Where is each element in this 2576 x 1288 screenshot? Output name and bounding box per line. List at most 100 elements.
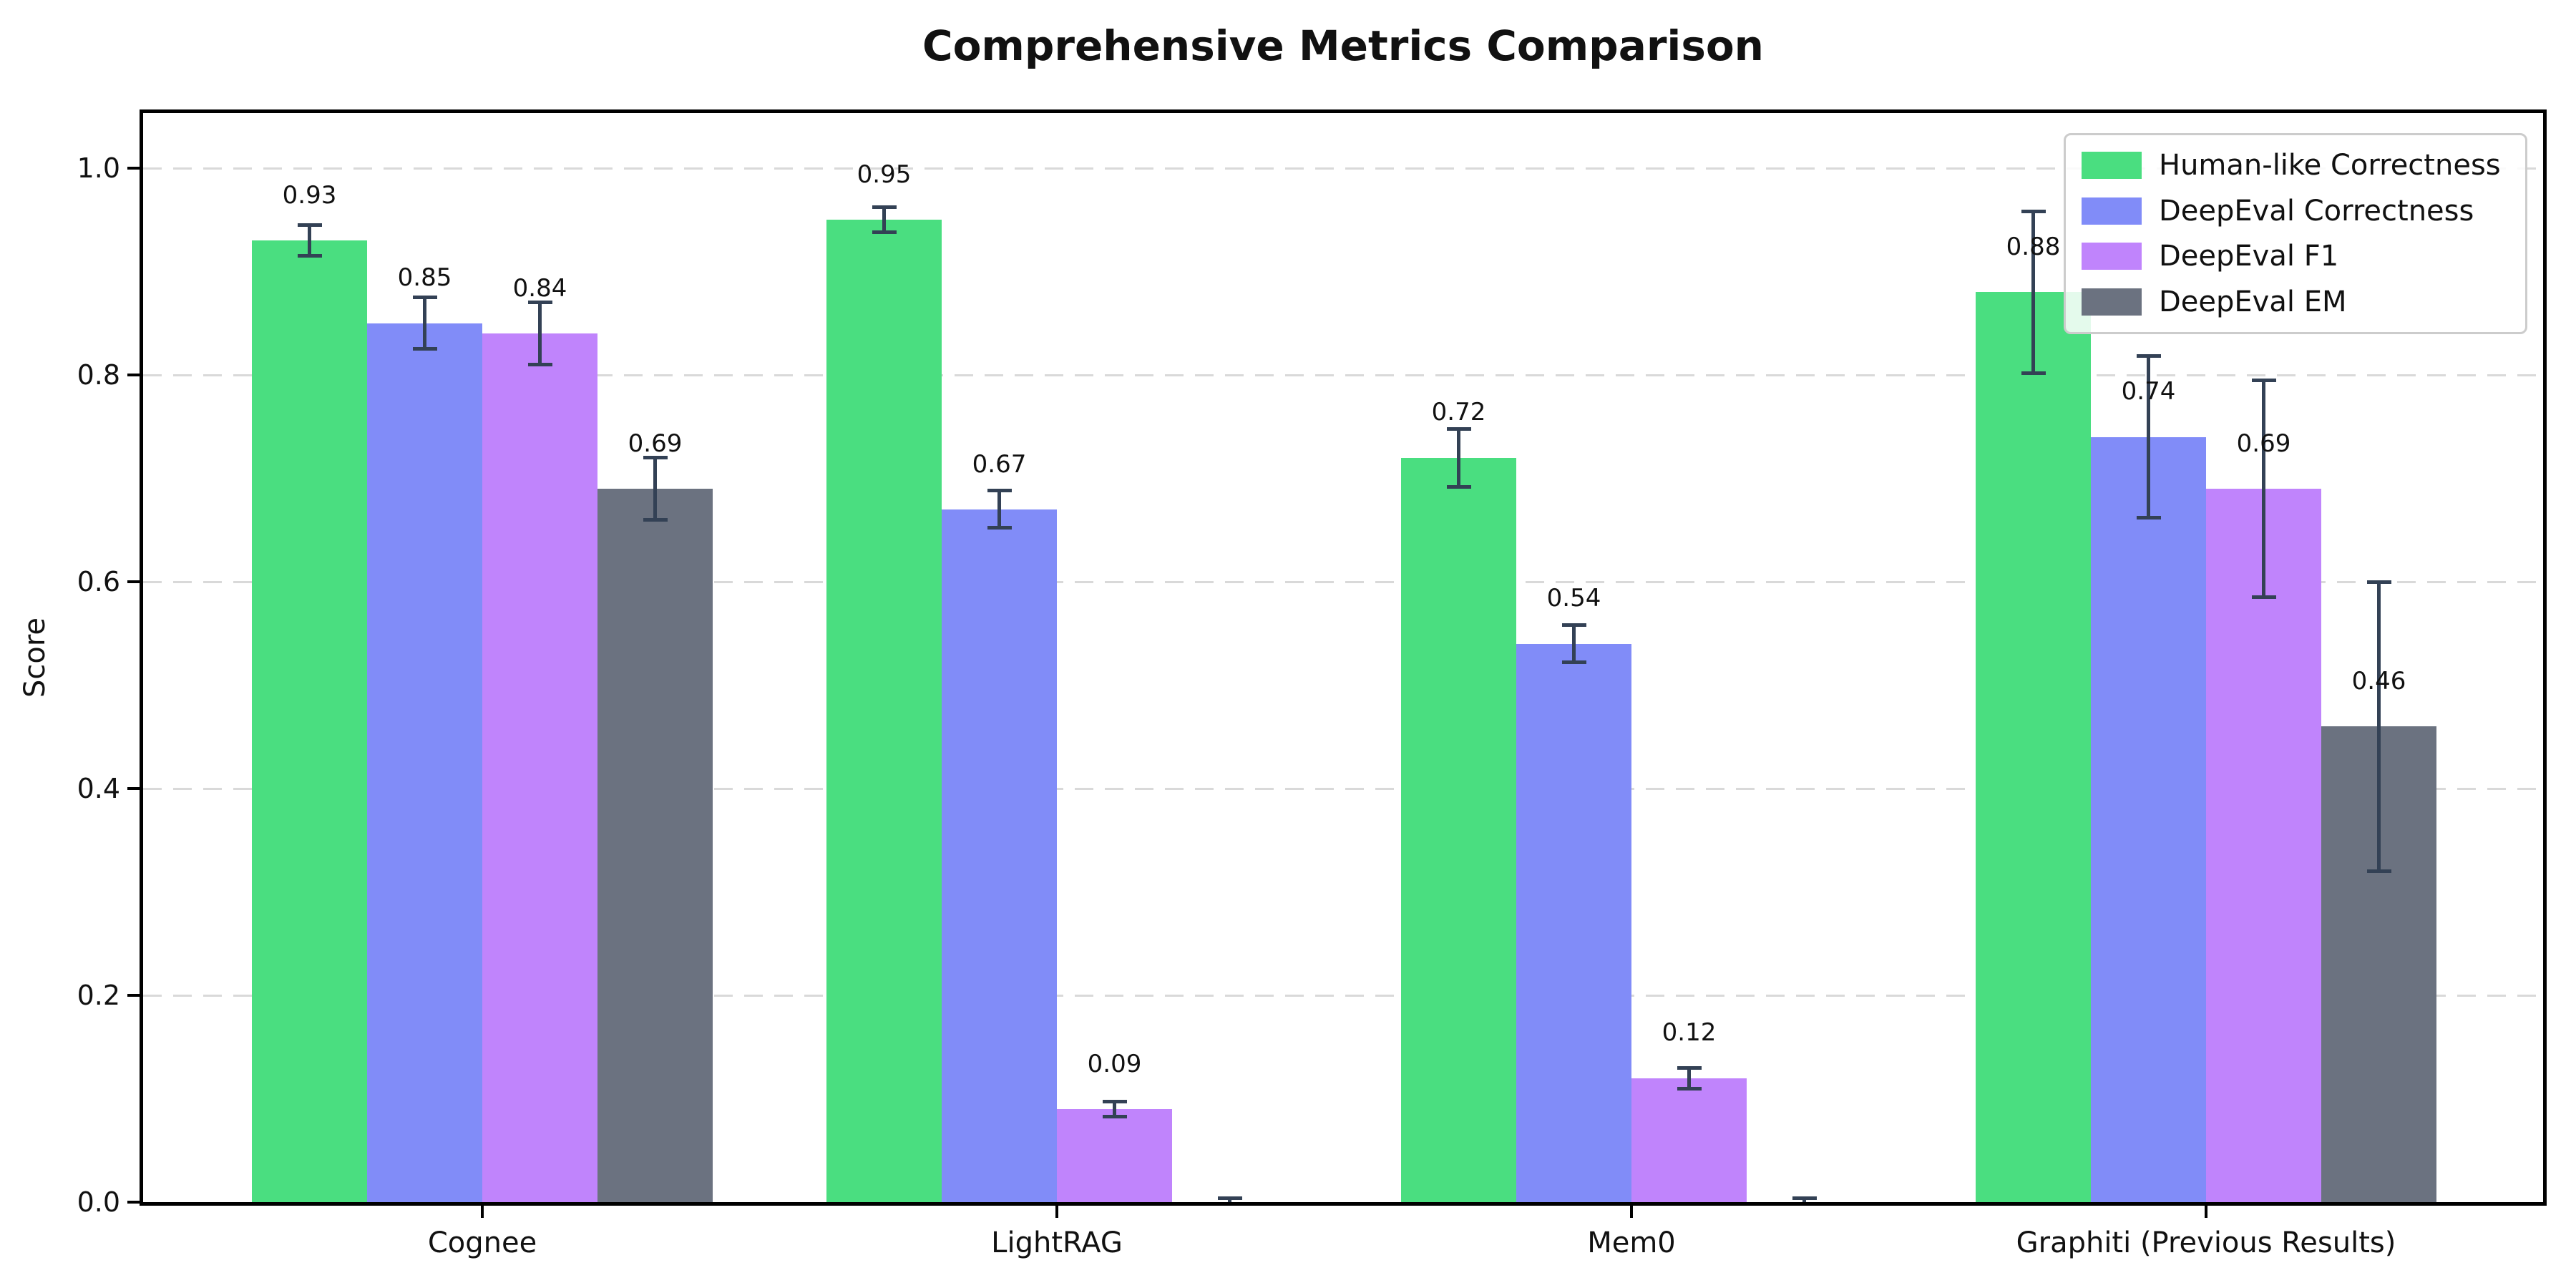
bar-Mem0-DeepEval F1 xyxy=(1631,1078,1747,1202)
error-bar xyxy=(1572,625,1576,663)
y-tick xyxy=(127,994,140,997)
error-bar-cap xyxy=(643,517,668,522)
error-bar xyxy=(423,297,426,349)
error-bar-cap xyxy=(2366,869,2391,874)
error-bar xyxy=(2147,356,2150,518)
bar-value-label: 0.69 xyxy=(628,429,683,458)
bar-Cognee-DeepEval Correctness xyxy=(367,323,482,1202)
bar-LightRAG-DeepEval F1 xyxy=(1057,1108,1172,1202)
error-bar xyxy=(1687,1068,1691,1089)
error-bar-cap xyxy=(527,301,552,305)
y-axis-label: Score xyxy=(19,617,52,698)
bar-value-label: 0.72 xyxy=(1431,398,1486,427)
error-bar-cap xyxy=(1561,623,1586,628)
legend-row: DeepEval EM xyxy=(2082,286,2509,318)
bar-value-label: 0.54 xyxy=(1546,584,1601,613)
x-tick xyxy=(1055,1202,1058,1218)
error-bar xyxy=(997,490,1001,528)
y-tick-label: 0.2 xyxy=(77,980,120,1011)
y-tick-label: 0.0 xyxy=(77,1186,120,1218)
error-bar-cap xyxy=(2366,580,2391,584)
bar-value-label: 0.84 xyxy=(512,273,567,303)
y-tick xyxy=(127,787,140,790)
error-bar xyxy=(2031,211,2035,374)
bar-Cognee-DeepEval F1 xyxy=(482,333,597,1202)
y-tick-label: 1.0 xyxy=(77,152,120,184)
error-bar xyxy=(653,457,657,520)
error-bar-cap xyxy=(1217,1196,1242,1200)
bar-Mem0-DeepEval Correctness xyxy=(1516,643,1631,1202)
gridline xyxy=(143,580,2543,583)
legend-label: DeepEval F1 xyxy=(2159,240,2339,273)
gridline xyxy=(143,167,2543,170)
error-bar-cap xyxy=(872,205,897,210)
legend-row: Human-like Correctness xyxy=(2082,149,2509,182)
y-tick-label: 0.8 xyxy=(77,359,120,391)
error-bar-cap xyxy=(297,254,322,258)
error-bar-cap xyxy=(1102,1114,1127,1118)
bar-value-label: 0.09 xyxy=(1087,1049,1142,1078)
error-bar-cap xyxy=(2251,595,2276,600)
gridline xyxy=(143,994,2543,997)
legend-swatch-deepeval-correctness xyxy=(2082,197,2142,225)
legend-row: DeepEval Correctness xyxy=(2082,195,2509,228)
error-bar-cap xyxy=(527,363,552,367)
error-bar-cap xyxy=(872,230,897,235)
error-bar xyxy=(1113,1101,1116,1117)
x-tick xyxy=(481,1202,484,1218)
error-bar-cap xyxy=(1792,1196,1817,1200)
legend-swatch-human-like-correctness xyxy=(2082,151,2142,179)
error-bar-cap xyxy=(987,489,1012,493)
x-tick xyxy=(2205,1202,2207,1218)
error-bar-cap xyxy=(2021,371,2046,375)
x-tick-label: Graphiti (Previous Results) xyxy=(2016,1226,2396,1259)
error-bar-cap xyxy=(412,347,437,351)
y-tick-label: 0.4 xyxy=(77,773,120,804)
error-bar-cap xyxy=(1102,1100,1127,1104)
error-bar-cap xyxy=(412,296,437,300)
error-bar xyxy=(1457,429,1460,487)
error-bar xyxy=(1802,1198,1806,1202)
gridline xyxy=(143,374,2543,376)
legend-swatch-deepeval-f1 xyxy=(2082,243,2142,270)
bar-value-label: 0.93 xyxy=(282,180,337,210)
error-bar-cap xyxy=(1446,426,1471,431)
error-bar xyxy=(308,225,311,256)
gridline xyxy=(143,787,2543,790)
error-bar-cap xyxy=(2136,515,2161,519)
bar-value-label: 0.88 xyxy=(2006,233,2061,262)
error-bar-cap xyxy=(2251,378,2276,382)
error-bar-cap xyxy=(643,456,668,460)
error-bar-cap xyxy=(1677,1065,1702,1070)
bar-Graphiti (Previous Results)-DeepEval F1 xyxy=(2206,488,2321,1202)
y-tick xyxy=(127,374,140,376)
bar-Cognee-Human-like Correctness xyxy=(252,240,367,1202)
error-bar-cap xyxy=(1561,660,1586,665)
x-tick-label: Mem0 xyxy=(1587,1226,1676,1259)
error-bar-cap xyxy=(2136,354,2161,358)
error-bar xyxy=(882,207,886,233)
chart-title: Comprehensive Metrics Comparison xyxy=(922,21,1764,70)
bar-value-label: 0.95 xyxy=(857,160,912,189)
error-bar-cap xyxy=(987,526,1012,530)
x-tick-label: LightRAG xyxy=(991,1226,1123,1259)
error-bar-cap xyxy=(297,223,322,227)
error-bar-cap xyxy=(1677,1086,1702,1091)
bar-Cognee-DeepEval EM xyxy=(597,488,713,1202)
y-tick-label: 0.6 xyxy=(77,566,120,597)
error-bar xyxy=(538,302,542,365)
bar-value-label: 0.12 xyxy=(1662,1018,1717,1048)
bar-value-label: 0.69 xyxy=(2236,429,2291,458)
legend-label: DeepEval Correctness xyxy=(2159,194,2474,228)
bar-Mem0-Human-like Correctness xyxy=(1401,457,1516,1202)
error-bar xyxy=(2377,582,2381,872)
error-bar xyxy=(2262,380,2265,597)
bar-LightRAG-DeepEval Correctness xyxy=(942,509,1057,1202)
bar-Graphiti (Previous Results)-DeepEval Correctness xyxy=(2091,436,2206,1202)
bar-value-label: 0.46 xyxy=(2351,666,2406,696)
legend-swatch-deepeval-em xyxy=(2082,288,2142,316)
bar-Graphiti (Previous Results)-Human-like Correctness xyxy=(1976,292,2091,1202)
legend-row: DeepEval F1 xyxy=(2082,240,2509,273)
legend: Human-like Correctness DeepEval Correctn… xyxy=(2064,133,2527,334)
